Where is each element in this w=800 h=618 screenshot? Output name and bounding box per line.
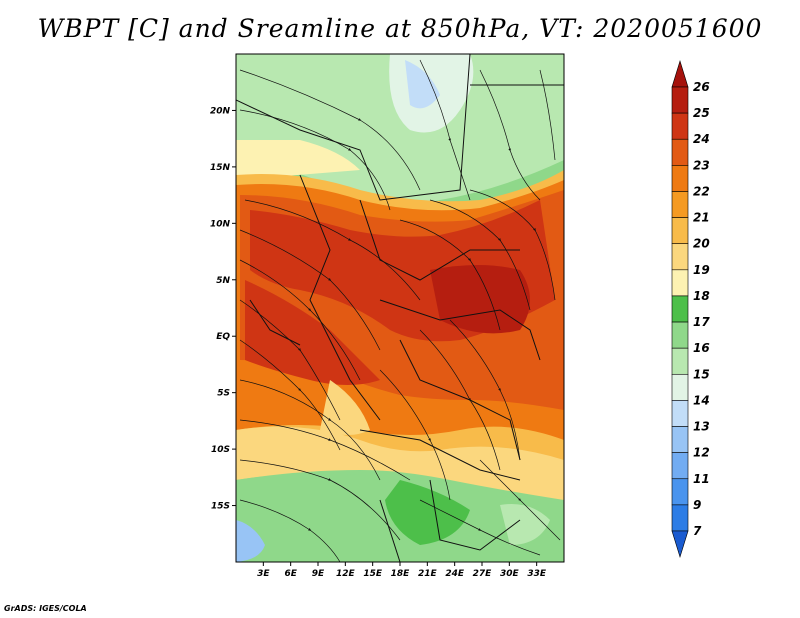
colorbar-label: 22 (693, 184, 710, 198)
colorbar-segment (671, 426, 689, 453)
colorbar-label: 26 (693, 80, 710, 94)
colorbar-segment (671, 269, 689, 297)
colorbar-label: 15 (693, 367, 710, 381)
colorbar-label: 14 (693, 393, 710, 407)
field-red-max (430, 265, 530, 334)
lat-tick-label: 10N (210, 219, 231, 229)
lon-tick-label: 15E (363, 569, 383, 579)
colorbar-segment (671, 191, 689, 218)
colorbar-label: 20 (693, 237, 710, 251)
colorbar-segment (671, 217, 689, 245)
colorbar-segment (671, 504, 689, 532)
colorbar-segment (671, 86, 689, 114)
colorbar-label: 11 (693, 472, 710, 486)
latitude-axis: 20N 15N 10N 5N EQ 5S 10S 15S (210, 106, 236, 512)
colorbar-segment (671, 373, 689, 401)
lon-tick-label: 18E (391, 569, 411, 579)
colorbar-label: 19 (693, 263, 710, 277)
lat-tick-label: 10S (211, 445, 230, 455)
colorbar-segment (671, 112, 689, 140)
colorbar-segment (671, 138, 689, 166)
colorbar-label: 7 (693, 524, 702, 538)
lon-tick-label: 6E (284, 569, 297, 579)
lat-tick-label: 5S (217, 389, 230, 399)
colorbar-label: 12 (693, 446, 710, 460)
field-red-core-west (245, 280, 380, 385)
colorbar-high-arrow (671, 59, 689, 88)
colorbar: 7 9 11 12 13 14 15 16 17 18 19 20 21 22 23 24 25 26 (671, 59, 710, 559)
colorbar-label: 9 (693, 498, 701, 512)
colorbar-segment (671, 243, 689, 271)
colorbar-segment (671, 321, 689, 349)
colorbar-segment (671, 165, 689, 192)
field-blue-north (405, 60, 440, 109)
country-borders (236, 54, 564, 562)
chart-title: WBPT [C] and Sreamline at 850hPa, VT: 20… (37, 14, 763, 43)
colorbar-segment (671, 347, 689, 375)
streamlines (239, 59, 561, 562)
field-yellow-nw (236, 140, 360, 180)
colorbar-label: 23 (693, 158, 710, 172)
colorbar-segment (671, 478, 689, 506)
colorbar-low-arrow (671, 530, 689, 559)
field-blue-sw (236, 520, 265, 562)
longitude-axis: 3E 6E 9E 12E 15E 18E 21E 24E 27E 30E 33E (257, 562, 547, 579)
lon-tick-label: 12E (336, 569, 356, 579)
lon-tick-label: 3E (257, 569, 270, 579)
colorbar-segment (671, 452, 689, 480)
lon-tick-label: 33E (527, 569, 547, 579)
colorbar-label: 13 (693, 420, 710, 434)
lat-tick-label: 5N (216, 276, 230, 286)
lat-tick-label: 15S (211, 502, 230, 512)
lat-tick-label: 15N (210, 163, 231, 173)
lat-tick-label: 20N (210, 106, 231, 116)
lon-tick-label: 21E (418, 569, 438, 579)
credit-text: GrADS: IGES/COLA (4, 604, 87, 613)
field-light-green-se (500, 504, 550, 545)
field-yellow-west (320, 380, 370, 435)
lon-tick-label: 30E (500, 569, 520, 579)
field-dark-green-south (385, 480, 470, 545)
colorbar-label: 16 (693, 341, 710, 355)
lat-tick-label: EQ (216, 332, 230, 342)
field-yellow-south (236, 426, 564, 500)
colorbar-label: 21 (693, 211, 710, 225)
lon-tick-label: 24E (445, 569, 465, 579)
colorbar-label: 25 (693, 106, 710, 120)
colorbar-label: 17 (693, 315, 710, 329)
colorbar-segment (671, 295, 689, 323)
lon-tick-label: 9E (312, 569, 325, 579)
colorbar-label: 24 (693, 132, 710, 146)
lon-tick-label: 27E (473, 569, 493, 579)
colorbar-label: 18 (693, 289, 710, 303)
map-panel (236, 54, 564, 562)
colorbar-segment (671, 400, 689, 427)
